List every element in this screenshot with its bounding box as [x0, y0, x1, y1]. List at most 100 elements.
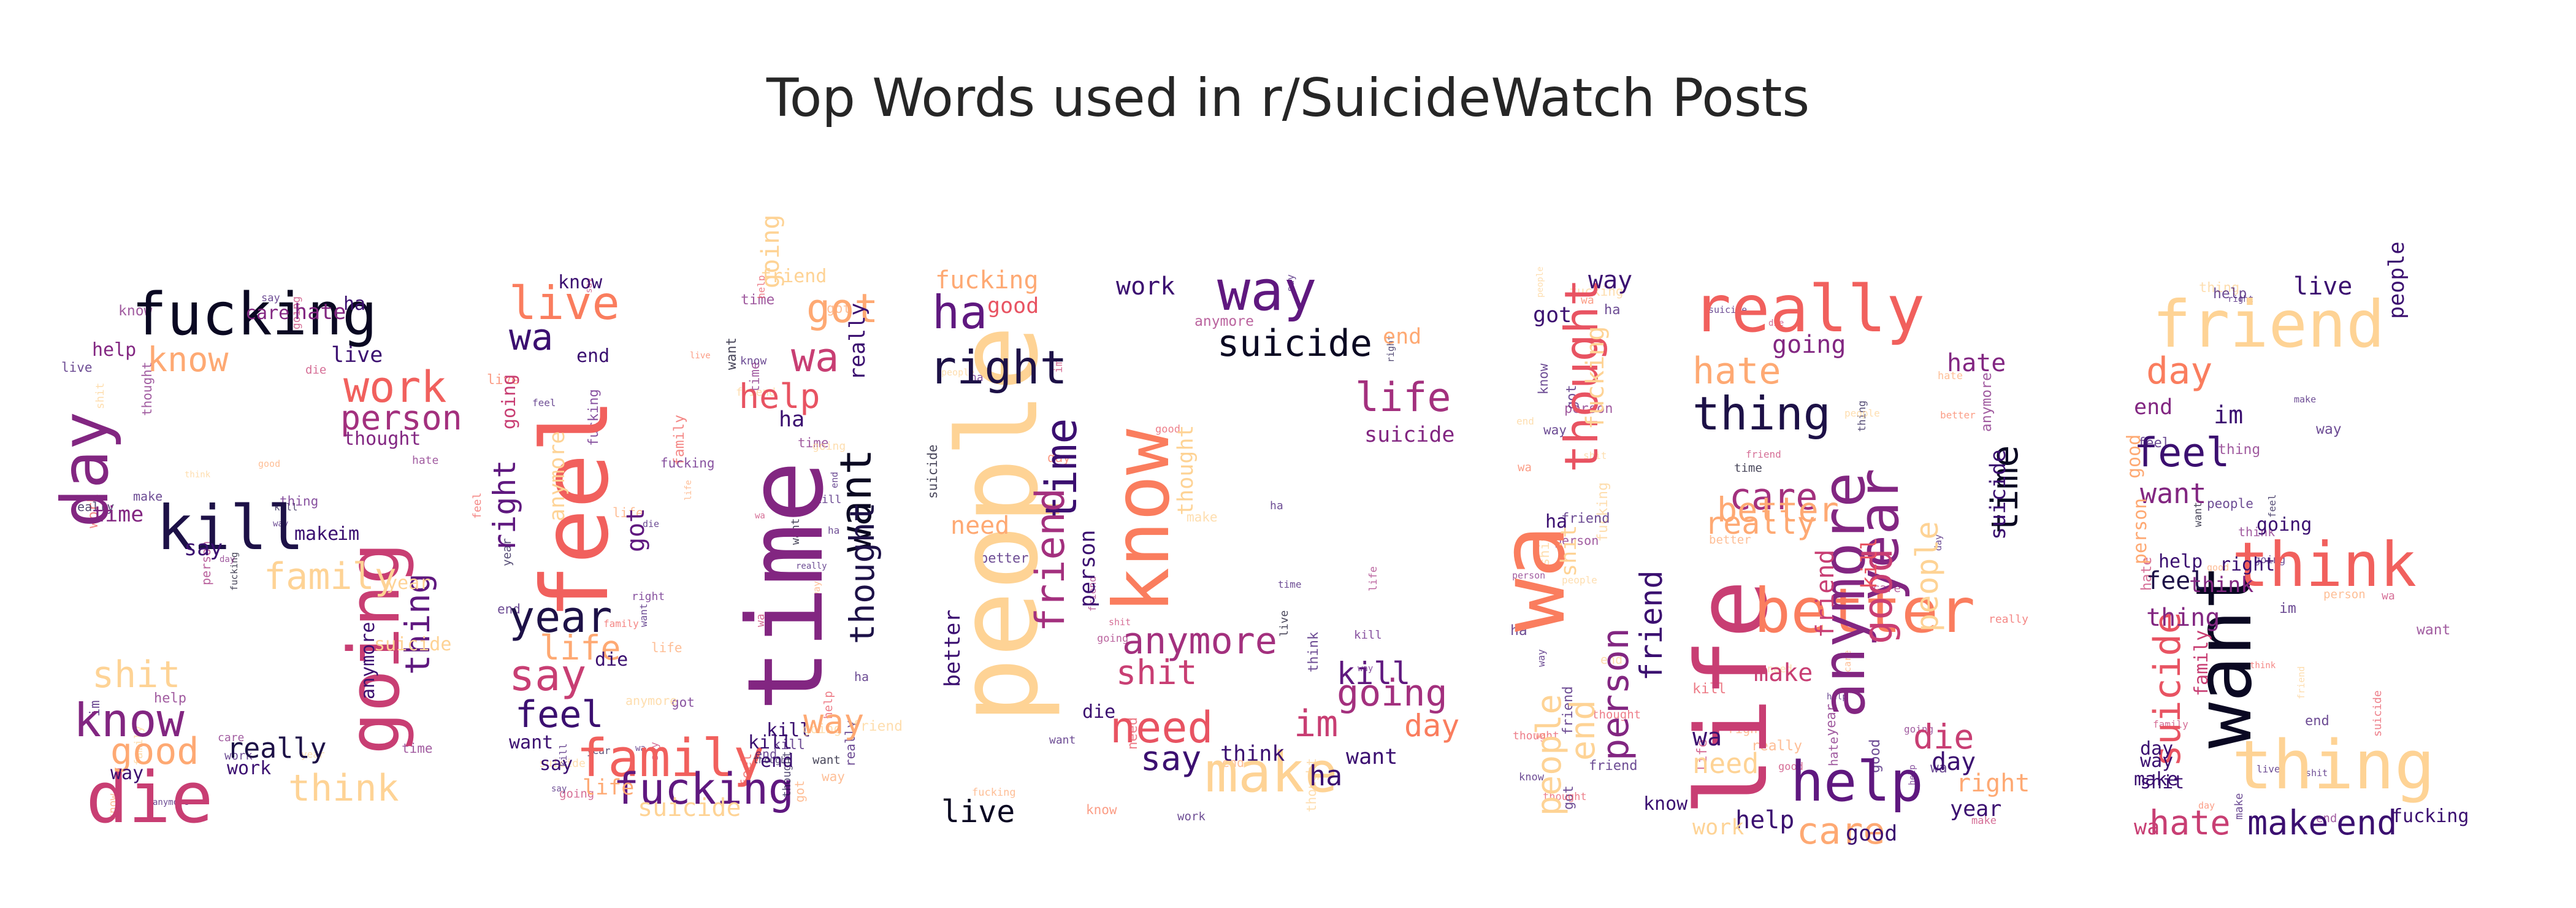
- word-anymore-filler: anymore: [1979, 372, 1995, 432]
- word-end-filler: end: [1600, 652, 1622, 667]
- word-shit: shit: [1557, 525, 1581, 577]
- word-friend-filler: friend: [1087, 576, 1098, 612]
- word-fucking-filler: fucking: [1569, 284, 1624, 299]
- word-really: really: [1705, 506, 1816, 541]
- letter-group-e-6: friendwantthingthinkdayfeelsuicidehatema…: [2123, 242, 2469, 842]
- word-kill-filler: kill: [1354, 628, 1382, 642]
- word-know: know: [1643, 793, 1688, 815]
- word-make-filler: make: [1187, 510, 1218, 525]
- word-thought-filler: thought: [781, 751, 793, 798]
- word-time: time: [1036, 418, 1087, 521]
- word-right: right: [929, 340, 1068, 394]
- word-thought-filler: thought: [1304, 758, 1319, 812]
- word-thought-filler: thought: [140, 361, 155, 416]
- word-way: way: [1588, 266, 1632, 294]
- word-good: good: [1846, 821, 1897, 846]
- word-hate: hate: [1947, 349, 2006, 377]
- word-good: good: [110, 730, 199, 773]
- word-day-filler: day: [2198, 800, 2215, 811]
- word-really: really: [227, 732, 327, 764]
- word-fucking-filler: fucking: [660, 456, 715, 471]
- word-life-filler: life: [684, 480, 694, 501]
- word-care-filler: care: [1873, 582, 1901, 595]
- word-thing-filler: thing: [2199, 280, 2239, 296]
- word-need: need: [1692, 747, 1759, 780]
- word-thought-filler: thought: [1543, 791, 1587, 803]
- word-die-filler: die: [1768, 318, 1784, 328]
- word-hate-filler: hate: [1826, 737, 1841, 766]
- word-feel-filler: feel: [2138, 436, 2170, 451]
- word-im-filler: im: [2279, 601, 2296, 617]
- word-right-filler: right: [1385, 335, 1396, 363]
- word-year: year: [509, 592, 613, 642]
- word-want: want: [509, 732, 553, 753]
- word-know: know: [558, 272, 603, 293]
- word-help: help: [1735, 806, 1794, 834]
- word-feel-filler: feel: [2266, 494, 2278, 518]
- word-good: good: [2123, 434, 2145, 479]
- word-suicide-filler: suicide: [925, 444, 940, 499]
- word-going: going: [1337, 672, 1448, 715]
- word-time-filler: time: [402, 741, 433, 756]
- word-suicide-filler: suicide: [2371, 690, 2384, 737]
- word-day: day: [1404, 708, 1459, 744]
- word-hate: hate: [1692, 350, 1781, 393]
- word-work: work: [1692, 815, 1744, 840]
- word-friend-filler: friend: [1746, 448, 1781, 460]
- word-thought: thought: [343, 428, 421, 450]
- word-anymore: anymore: [1811, 472, 1878, 718]
- word-person-filler: person: [1512, 570, 1545, 581]
- word-help-filler: help: [755, 275, 767, 299]
- word-die: die: [1082, 701, 1115, 723]
- word-person: person: [1594, 628, 1637, 761]
- word-fucking: fucking: [132, 281, 377, 348]
- word-make: make: [1205, 741, 1338, 805]
- word-kill-filler: kill: [274, 501, 298, 513]
- word-die-filler: die: [643, 518, 659, 529]
- word-going-filler: going: [803, 721, 841, 736]
- word-really-filler: really: [796, 561, 827, 571]
- word-wa-filler: wa: [635, 744, 646, 753]
- word-ha-filler: ha: [1510, 623, 1527, 639]
- word-person-filler: person: [1564, 401, 1613, 417]
- word-suicide: suicide: [1986, 449, 2011, 540]
- word-wa-filler: wa: [1518, 461, 1532, 474]
- word-make-filler: make: [133, 489, 162, 504]
- word-want: want: [1346, 745, 1397, 769]
- word-think: think: [288, 767, 399, 810]
- word-going-filler: going: [812, 440, 846, 453]
- word-going-filler: going: [559, 787, 594, 801]
- word-people-filler: people: [1562, 574, 1597, 586]
- word-thing-filler: thing: [280, 494, 318, 509]
- word-wa-filler: wa: [1930, 760, 1947, 776]
- word-people: people: [934, 325, 1063, 724]
- word-kill: kill: [1857, 537, 1882, 589]
- word-year-filler: year: [1824, 704, 1839, 736]
- word-think: think: [2232, 529, 2417, 601]
- letter-group-s-0: fuckingdaykillgoingdieknowworkpersonknow…: [48, 281, 462, 839]
- word-fucking: fucking: [2391, 806, 2469, 827]
- word-family-filler: family: [671, 415, 687, 466]
- word-end: end: [1383, 325, 1421, 349]
- word-way-filler: way: [1543, 423, 1567, 437]
- word-wa-filler: wa: [1581, 294, 1594, 307]
- word-anymore: anymore: [545, 431, 570, 521]
- word-right-filler: right: [632, 590, 665, 603]
- word-good-filler: good: [258, 458, 280, 469]
- word-way-filler: way: [1358, 664, 1373, 674]
- word-day-filler: day: [1047, 450, 1071, 465]
- word-think-filler: think: [2250, 661, 2276, 671]
- word-die: die: [595, 649, 628, 671]
- word-help: help: [739, 377, 820, 416]
- word-want: want: [2140, 477, 2206, 510]
- word-thing-filler: thing: [2218, 442, 2260, 458]
- word-die: die: [86, 757, 213, 839]
- word-year-filler: year: [587, 745, 611, 756]
- letter-group-i-4: wathoughtpersonfriendendpeoplewaygotfuck…: [1481, 266, 1688, 816]
- word-care: care: [1797, 810, 1886, 853]
- word-make-filler: make: [1971, 815, 1997, 827]
- word-good-filler: good: [2207, 562, 2229, 573]
- word-kill: kill: [156, 492, 304, 564]
- word-wa: wa: [2134, 815, 2160, 840]
- word-people-filler: people: [941, 367, 974, 378]
